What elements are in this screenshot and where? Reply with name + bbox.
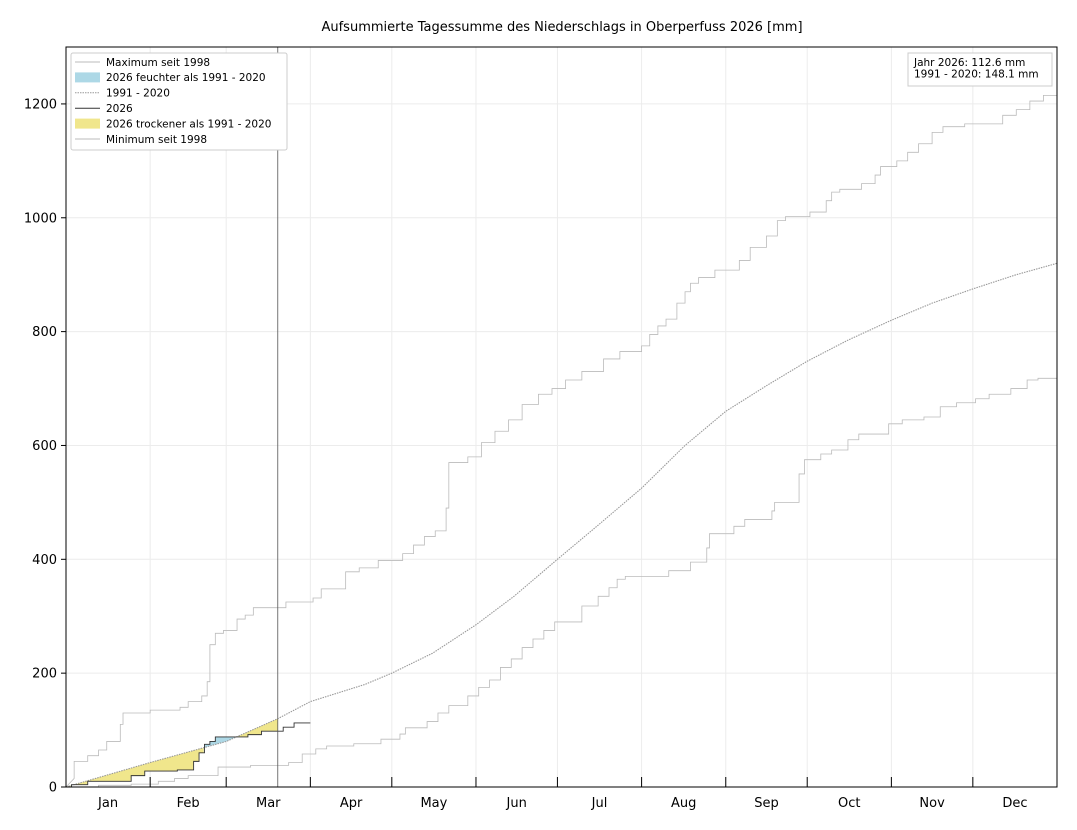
info-box-frame xyxy=(907,52,1053,87)
y-tick-label: 0 xyxy=(49,781,57,796)
legend: Maximum seit 1998 2026 feuchter als 1991 … xyxy=(70,52,288,151)
series-minimum-line xyxy=(66,377,1057,788)
x-tick-label: Apr xyxy=(340,796,363,811)
legend-label: 2026 xyxy=(106,103,133,115)
wetter-area xyxy=(203,736,237,753)
y-tick-label: 600 xyxy=(32,439,57,454)
axes: 0 200 400 600 800 1000 1200 Jan Feb Mar Apr May Jun J… xyxy=(24,46,1058,811)
x-tick-label: Mar xyxy=(256,796,281,811)
legend-label: 1991 - 2020 xyxy=(106,88,170,100)
y-tick-label: 1200 xyxy=(24,97,57,112)
x-tick-label: Jan xyxy=(97,796,118,811)
y-tick-label: 400 xyxy=(32,553,57,568)
info-box-line: 1991 - 2020: 148.1 mm xyxy=(914,69,1039,81)
x-tick-label: May xyxy=(420,796,447,811)
x-tick-label: Oct xyxy=(838,796,860,811)
info-box-line: Jahr 2026: 112.6 mm xyxy=(913,57,1025,69)
x-tick-label: Aug xyxy=(671,796,696,811)
legend-label: 2026 feuchter als 1991 - 2020 xyxy=(106,72,266,84)
y-tick-label: 1000 xyxy=(24,211,57,226)
series-maximum-line xyxy=(65,94,1057,788)
legend-patch xyxy=(75,72,100,83)
legend-label: Minimum seit 1998 xyxy=(106,134,207,146)
x-tick-label: Nov xyxy=(919,796,945,811)
plot-area xyxy=(65,47,1058,788)
x-tick-label: Feb xyxy=(177,796,200,811)
x-tick-label: Jun xyxy=(506,796,527,811)
legend-label: Maximum seit 1998 xyxy=(106,57,210,69)
y-tick-label: 200 xyxy=(32,667,57,682)
series-norm-line xyxy=(65,262,1058,788)
y-tick-label: 800 xyxy=(32,325,57,340)
plot-frame xyxy=(65,46,1058,788)
legend-patch xyxy=(75,118,100,129)
legend-label: 2026 trockener als 1991 - 2020 xyxy=(106,118,271,130)
chart-title: Aufsummierte Tagessumme des Niederschlag… xyxy=(321,20,802,35)
legend-box xyxy=(70,52,288,151)
x-tick-label: Dec xyxy=(1002,796,1027,811)
x-tick-label: Sep xyxy=(754,796,779,811)
x-tick-label: Jul xyxy=(591,796,608,811)
series-2026-line xyxy=(66,722,311,788)
